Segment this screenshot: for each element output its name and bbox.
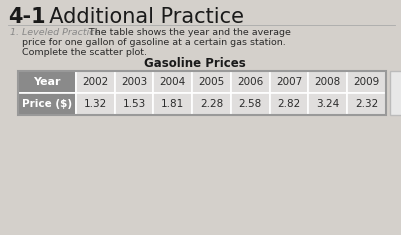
Text: 2.82: 2.82 [277,99,300,109]
FancyBboxPatch shape [153,71,192,93]
FancyBboxPatch shape [76,93,114,115]
Text: 1.53: 1.53 [122,99,146,109]
Text: 2007: 2007 [275,77,302,87]
Text: 2.28: 2.28 [200,99,223,109]
FancyBboxPatch shape [269,71,308,93]
FancyBboxPatch shape [389,71,401,115]
Text: Complete the scatter plot.: Complete the scatter plot. [22,48,147,57]
Text: 2008: 2008 [314,77,340,87]
FancyBboxPatch shape [18,93,76,115]
FancyBboxPatch shape [192,93,231,115]
Text: 1.32: 1.32 [83,99,107,109]
FancyBboxPatch shape [153,93,192,115]
FancyBboxPatch shape [18,71,76,93]
Text: Year: Year [33,77,61,87]
FancyBboxPatch shape [192,71,231,93]
Text: Additional Practice: Additional Practice [36,7,243,27]
Text: 4-1: 4-1 [8,7,45,27]
Text: 1. Leveled Practice: 1. Leveled Practice [10,28,100,37]
Text: 2004: 2004 [159,77,186,87]
Text: price for one gallon of gasoline at a certain gas station.: price for one gallon of gasoline at a ce… [22,38,285,47]
FancyBboxPatch shape [269,93,308,115]
Text: 1.81: 1.81 [161,99,184,109]
Text: 2003: 2003 [121,77,147,87]
Text: 2002: 2002 [82,77,108,87]
FancyBboxPatch shape [114,93,153,115]
Text: 2005: 2005 [198,77,224,87]
FancyBboxPatch shape [308,93,346,115]
FancyBboxPatch shape [231,71,269,93]
Text: 2.32: 2.32 [354,99,377,109]
FancyBboxPatch shape [76,71,114,93]
Text: The table shows the year and the average: The table shows the year and the average [86,28,290,37]
Text: 2009: 2009 [352,77,379,87]
FancyBboxPatch shape [308,71,346,93]
Text: Gasoline Prices: Gasoline Prices [144,57,245,70]
FancyBboxPatch shape [346,71,385,93]
FancyBboxPatch shape [114,71,153,93]
FancyBboxPatch shape [231,93,269,115]
Text: 2.58: 2.58 [238,99,261,109]
Text: Price ($): Price ($) [22,99,72,109]
FancyBboxPatch shape [346,93,385,115]
Text: 3.24: 3.24 [316,99,339,109]
Text: 2006: 2006 [237,77,263,87]
